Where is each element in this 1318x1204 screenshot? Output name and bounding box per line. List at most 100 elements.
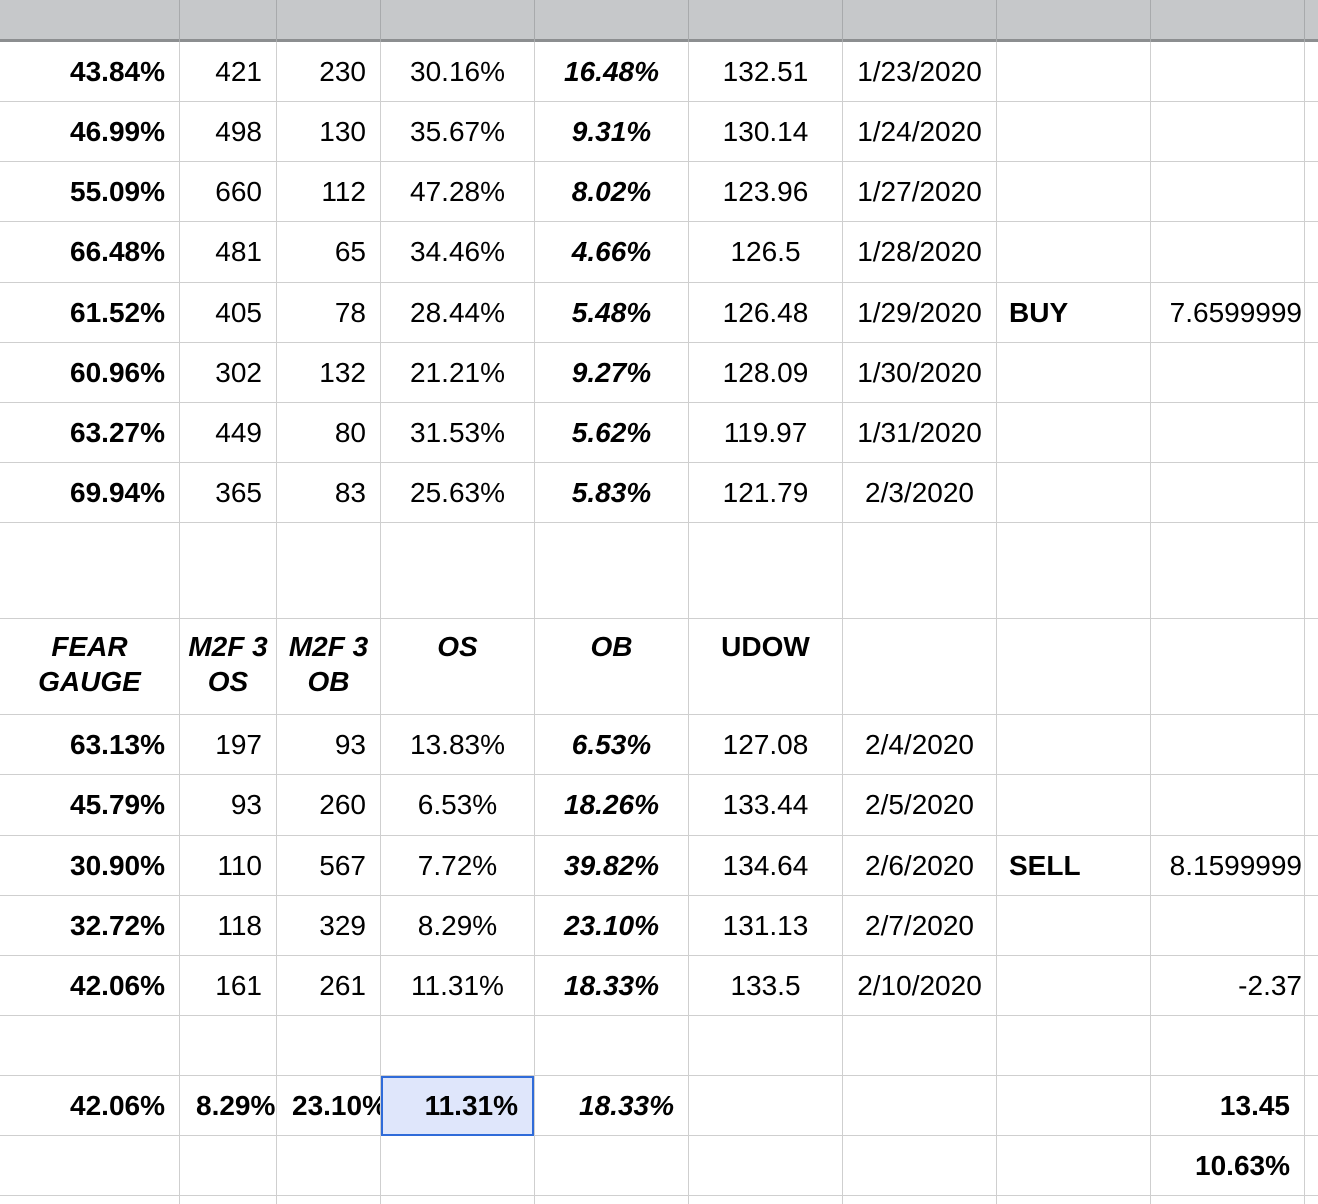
m2f-3-os-cell[interactable]: 481	[215, 235, 262, 267]
ob-cell[interactable]: 9.31%	[571, 115, 652, 147]
ob-cell[interactable]: 5.48%	[571, 296, 652, 328]
udow-cell[interactable]: 119.97	[723, 416, 808, 448]
ob-cell[interactable]: 39.82%	[564, 849, 659, 881]
summary-value[interactable]: 13.45	[1219, 1089, 1290, 1121]
ob-cell[interactable]: 5.83%	[571, 476, 652, 508]
m2f-3-os-cell[interactable]: 449	[215, 416, 262, 448]
header-m2f-3-os[interactable]: M2F 3 OS	[188, 631, 268, 697]
ob-cell[interactable]: 8.02%	[571, 175, 652, 207]
os-cell[interactable]: 28.44%	[410, 296, 505, 328]
value-cell[interactable]	[1151, 102, 1304, 161]
fear-gauge-cell[interactable]: 63.27%	[70, 416, 165, 448]
header-m2f-3-ob[interactable]: M2F 3 OB	[288, 631, 369, 697]
signal-cell[interactable]	[997, 715, 1150, 774]
os-cell[interactable]: 7.72%	[417, 849, 498, 881]
m2f-3-os-cell[interactable]: 197	[215, 728, 262, 760]
m2f-3-os-cell[interactable]: 498	[215, 115, 262, 147]
column-separator[interactable]	[1150, 0, 1151, 42]
summary-ob[interactable]: 18.33%	[579, 1089, 674, 1121]
date-cell[interactable]: 1/31/2020	[857, 416, 982, 448]
m2f-3-ob-cell[interactable]: 83	[334, 476, 366, 508]
udow-cell[interactable]: 121.79	[722, 476, 809, 508]
udow-cell[interactable]: 133.5	[730, 969, 801, 1001]
m2f-3-os-cell[interactable]: 660	[215, 175, 262, 207]
m2f-3-ob-cell[interactable]: 132	[319, 356, 366, 388]
date-cell[interactable]: 2/4/2020	[865, 728, 974, 760]
udow-cell[interactable]: 127.08	[722, 728, 809, 760]
signal-cell[interactable]	[997, 222, 1150, 281]
header-udow[interactable]: UDOW	[721, 631, 810, 662]
fear-gauge-cell[interactable]: 32.72%	[70, 909, 165, 941]
selected-cell-os[interactable]: 11.31%	[381, 1076, 534, 1136]
os-cell[interactable]: 21.21%	[410, 356, 505, 388]
ob-cell[interactable]: 16.48%	[564, 55, 659, 87]
date-cell[interactable]: 2/10/2020	[857, 969, 982, 1001]
m2f-3-ob-cell[interactable]: 78	[334, 296, 366, 328]
ob-cell[interactable]: 4.66%	[571, 235, 652, 267]
signal-cell[interactable]	[997, 775, 1150, 834]
m2f-3-ob-cell[interactable]: 65	[334, 235, 366, 267]
summary-m2f-3-ob[interactable]: 23.10%	[292, 1089, 380, 1121]
fear-gauge-cell[interactable]: 45.79%	[70, 788, 165, 820]
m2f-3-os-cell[interactable]: 405	[215, 296, 262, 328]
ob-cell[interactable]: 5.62%	[571, 416, 652, 448]
value-cell[interactable]	[1151, 775, 1304, 834]
os-cell[interactable]: 47.28%	[410, 175, 505, 207]
udow-cell[interactable]: 131.13	[722, 909, 809, 941]
header-os[interactable]: OS	[437, 631, 478, 662]
column-separator[interactable]	[996, 0, 997, 42]
fear-gauge-cell[interactable]: 69.94%	[70, 476, 165, 508]
value-cell[interactable]: 8.1599999	[1169, 849, 1302, 881]
fear-gauge-cell[interactable]: 63.13%	[70, 728, 165, 760]
header-fear-gauge[interactable]: FEAR GAUGE	[38, 631, 141, 697]
fear-gauge-cell[interactable]: 61.52%	[70, 296, 165, 328]
udow-cell[interactable]: 128.09	[722, 356, 809, 388]
udow-cell[interactable]: 130.14	[722, 115, 809, 147]
fear-gauge-cell[interactable]: 30.90%	[70, 849, 165, 881]
summary-fear-gauge[interactable]: 42.06%	[70, 1089, 165, 1121]
value-cell[interactable]	[1151, 162, 1304, 221]
column-separator[interactable]	[688, 0, 689, 42]
m2f-3-os-cell[interactable]: 93	[230, 788, 262, 820]
date-cell[interactable]: 2/7/2020	[865, 909, 974, 941]
column-separator[interactable]	[842, 0, 843, 42]
signal-cell[interactable]	[997, 896, 1150, 955]
ob-cell[interactable]: 9.27%	[571, 356, 652, 388]
date-cell[interactable]: 1/28/2020	[857, 235, 982, 267]
signal-cell[interactable]	[997, 403, 1150, 462]
value-cell[interactable]	[1151, 403, 1304, 462]
m2f-3-os-cell[interactable]: 365	[215, 476, 262, 508]
date-cell[interactable]: 2/6/2020	[865, 849, 974, 881]
date-cell[interactable]: 1/27/2020	[857, 175, 982, 207]
m2f-3-os-cell[interactable]: 421	[215, 55, 262, 87]
fear-gauge-cell[interactable]: 43.84%	[70, 55, 165, 87]
os-cell[interactable]: 35.67%	[410, 115, 505, 147]
fear-gauge-cell[interactable]: 42.06%	[70, 969, 165, 1001]
value-cell[interactable]: 7.6599999	[1169, 296, 1302, 328]
m2f-3-ob-cell[interactable]: 567	[319, 849, 366, 881]
m2f-3-ob-cell[interactable]: 80	[334, 416, 366, 448]
m2f-3-ob-cell[interactable]: 261	[319, 969, 366, 1001]
date-cell[interactable]: 1/23/2020	[857, 55, 982, 87]
date-cell[interactable]: 1/24/2020	[857, 115, 982, 147]
m2f-3-os-cell[interactable]: 110	[217, 849, 262, 881]
udow-cell[interactable]: 134.64	[722, 849, 809, 881]
value-cell[interactable]	[1151, 463, 1304, 522]
value-cell[interactable]	[1151, 42, 1304, 101]
m2f-3-ob-cell[interactable]: 329	[319, 909, 366, 941]
final-value[interactable]: 10.63%	[1195, 1149, 1290, 1181]
m2f-3-ob-cell[interactable]: 130	[319, 115, 366, 147]
signal-cell[interactable]: SELL	[1009, 849, 1081, 881]
signal-cell[interactable]	[997, 42, 1150, 101]
os-cell[interactable]: 34.46%	[410, 235, 505, 267]
signal-cell[interactable]	[997, 102, 1150, 161]
m2f-3-ob-cell[interactable]: 93	[334, 728, 366, 760]
value-cell[interactable]	[1151, 896, 1304, 955]
ob-cell[interactable]: 6.53%	[571, 728, 652, 760]
signal-cell[interactable]	[997, 463, 1150, 522]
os-cell[interactable]: 8.29%	[417, 909, 498, 941]
ob-cell[interactable]: 23.10%	[564, 909, 659, 941]
date-cell[interactable]: 2/5/2020	[865, 788, 974, 820]
os-cell[interactable]: 30.16%	[410, 55, 505, 87]
m2f-3-ob-cell[interactable]: 260	[319, 788, 366, 820]
